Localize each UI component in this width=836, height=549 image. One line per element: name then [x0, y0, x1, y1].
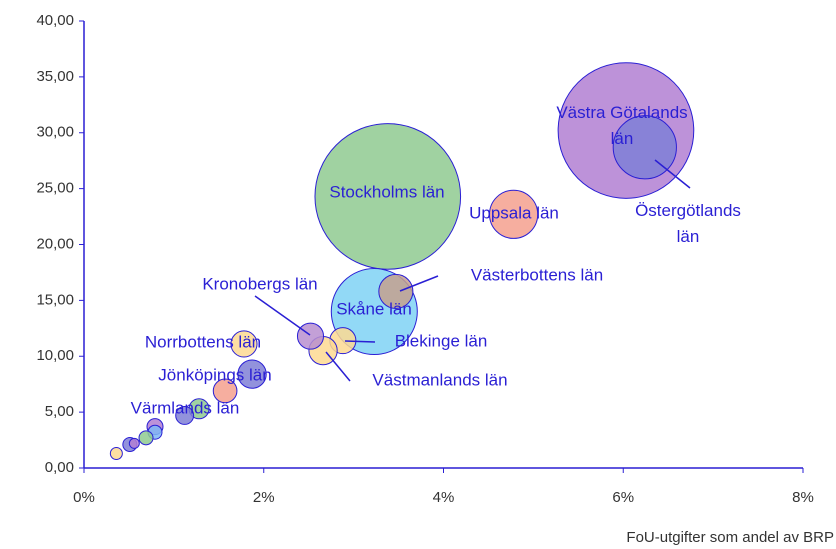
x-axis-label: FoU-utgifter som andel av BRP	[626, 529, 834, 546]
bubble	[612, 115, 677, 180]
leader-line	[344, 340, 376, 343]
y-tick-label: 35,00	[36, 68, 74, 85]
bubble	[489, 189, 539, 239]
bubble	[128, 437, 140, 449]
leader-line	[399, 275, 439, 292]
y-tick-label: 5,00	[45, 403, 74, 420]
bubble	[378, 273, 414, 309]
leader-line	[325, 351, 351, 382]
bubble	[314, 123, 462, 270]
bubble	[138, 430, 154, 446]
bubble-label: Västmanlands län	[372, 370, 507, 389]
bubble-label: Norrbottens län	[145, 332, 261, 351]
leader-line	[654, 159, 691, 189]
bubble-label: Uppsala län	[469, 203, 559, 222]
x-tick-label: 6%	[612, 489, 634, 506]
bubble	[230, 330, 258, 358]
bubble-label: Jönköpings län	[158, 365, 271, 384]
leader-line	[254, 295, 311, 336]
y-tick-label: 0,00	[45, 459, 74, 476]
bubble-label: Östergötlands län	[635, 201, 741, 246]
y-tick-label: 30,00	[36, 124, 74, 141]
x-tick-label: 0%	[73, 489, 95, 506]
bubble-label: Skåne län	[336, 299, 412, 318]
y-tick-label: 15,00	[36, 291, 74, 308]
y-tick-label: 20,00	[36, 235, 74, 252]
bubble	[109, 446, 123, 460]
bubble-label: Värmlands län	[131, 398, 240, 417]
y-tick-label: 10,00	[36, 347, 74, 364]
x-tick-label: 2%	[253, 489, 275, 506]
bubble-label: Västerbottens län	[471, 265, 603, 284]
y-tick-label: 40,00	[36, 12, 74, 29]
y-tick-label: 25,00	[36, 180, 74, 197]
bubble-label: Blekinge län	[395, 331, 488, 350]
bubble-label: Kronobergs län	[202, 274, 317, 293]
bubble	[296, 322, 325, 350]
bubble-label: Västra Götalands län	[556, 103, 687, 148]
bubble	[237, 359, 267, 389]
bubble-label: Stockholms län	[329, 182, 444, 201]
bubble	[212, 378, 238, 404]
x-tick-label: 8%	[792, 489, 814, 506]
x-tick-label: 4%	[433, 489, 455, 506]
bubble	[175, 406, 195, 425]
